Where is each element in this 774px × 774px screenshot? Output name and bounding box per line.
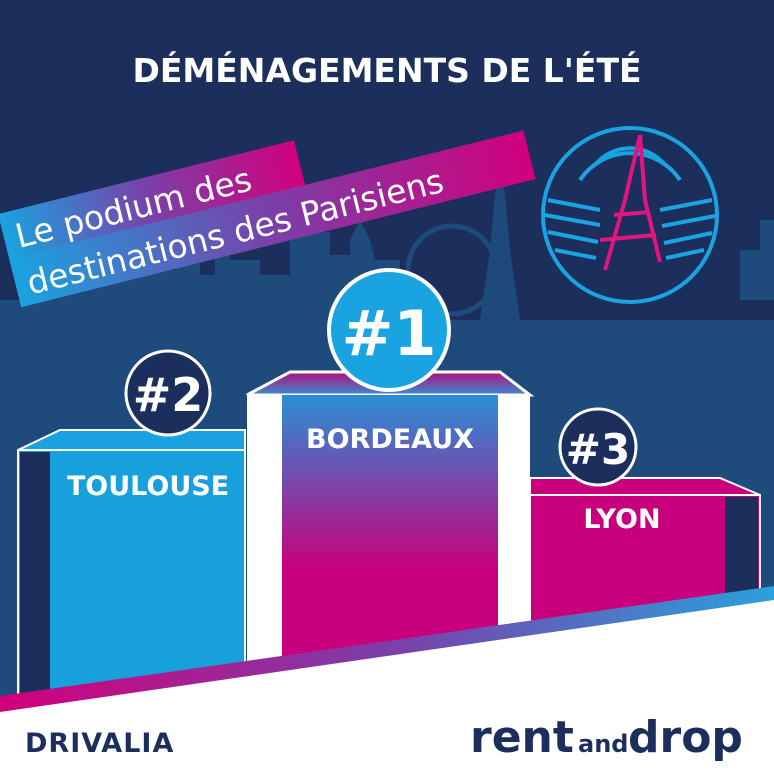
page-title: DÉMÉNAGEMENTS DE L'ÉTÉ <box>132 50 641 90</box>
rank-badge-second: #2 <box>124 349 212 437</box>
city-label-third: LYON <box>583 504 660 535</box>
rent-and-drop-logo: rent and drop <box>470 712 743 763</box>
footer-area <box>0 600 774 774</box>
city-label-first: BORDEAUX <box>306 424 474 455</box>
svg-text:#1: #1 <box>341 297 436 370</box>
svg-text:and: and <box>578 730 628 758</box>
eiffel-tower-badge-icon <box>541 126 719 304</box>
svg-text:rent: rent <box>470 712 574 763</box>
rank-badge-first: #1 <box>327 268 451 392</box>
svg-text:#2: #2 <box>133 368 204 422</box>
rank-badge-third: #3 <box>558 407 638 487</box>
drivalia-logo: DRIVALIA <box>25 728 174 759</box>
svg-text:#3: #3 <box>566 425 630 474</box>
city-label-second: TOULOUSE <box>67 471 229 502</box>
podium-second: TOULOUSE <box>17 429 246 701</box>
svg-text:drop: drop <box>628 712 743 763</box>
